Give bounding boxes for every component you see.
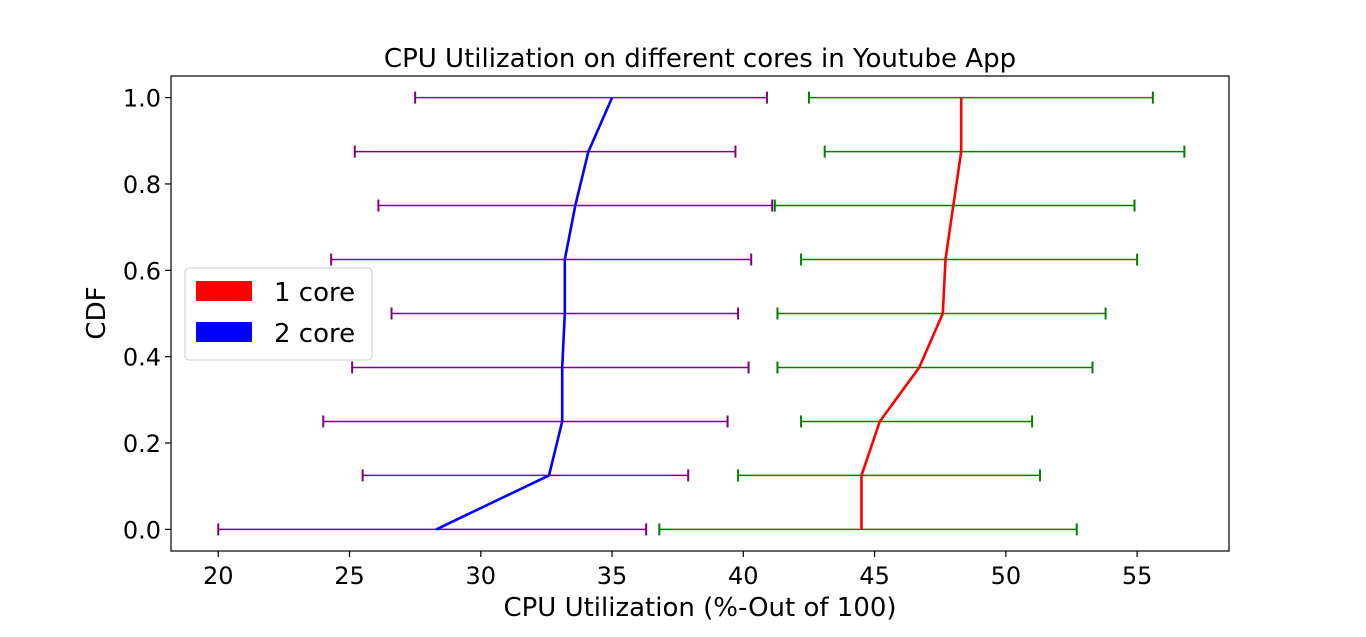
series-line-1-core — [860, 97, 963, 530]
x-tick-label: 45 — [859, 562, 890, 590]
plot-frame — [170, 75, 1230, 552]
x-tick-label: 55 — [1122, 562, 1153, 590]
series-line-2-core — [435, 97, 614, 531]
chart-title: CPU Utilization on different cores in Yo… — [384, 44, 1016, 74]
y-tick-label: 0.4 — [123, 344, 161, 372]
legend-swatch-1-core — [196, 281, 252, 301]
legend-swatch-2-core — [196, 322, 252, 342]
y-axis-ticks: 0.0 0.2 0.4 0.6 0.8 1.0 — [123, 85, 171, 544]
x-tick-label: 35 — [597, 562, 628, 590]
x-tick-label: 40 — [728, 562, 759, 590]
legend-label-1-core: 1 core — [274, 278, 355, 308]
x-tick-label: 50 — [991, 562, 1022, 590]
x-tick-label: 25 — [334, 562, 365, 590]
legend: 1 core 2 core — [184, 267, 373, 361]
y-axis-label: CDF — [82, 286, 112, 339]
y-tick-label: 1.0 — [123, 85, 161, 113]
y-tick-label: 0.6 — [123, 257, 161, 285]
errorbars — [217, 91, 1186, 536]
x-axis-ticks: 20 25 30 35 40 45 50 55 — [203, 551, 1152, 590]
y-tick-label: 0.8 — [123, 171, 161, 199]
series-lines — [435, 97, 963, 531]
x-tick-label: 30 — [466, 562, 497, 590]
x-axis-label: CPU Utilization (%-Out of 100) — [503, 593, 896, 623]
x-tick-label: 20 — [203, 562, 234, 590]
y-tick-label: 0.2 — [123, 430, 161, 458]
legend-label-2-core: 2 core — [274, 319, 355, 349]
y-tick-label: 0.0 — [123, 516, 161, 544]
